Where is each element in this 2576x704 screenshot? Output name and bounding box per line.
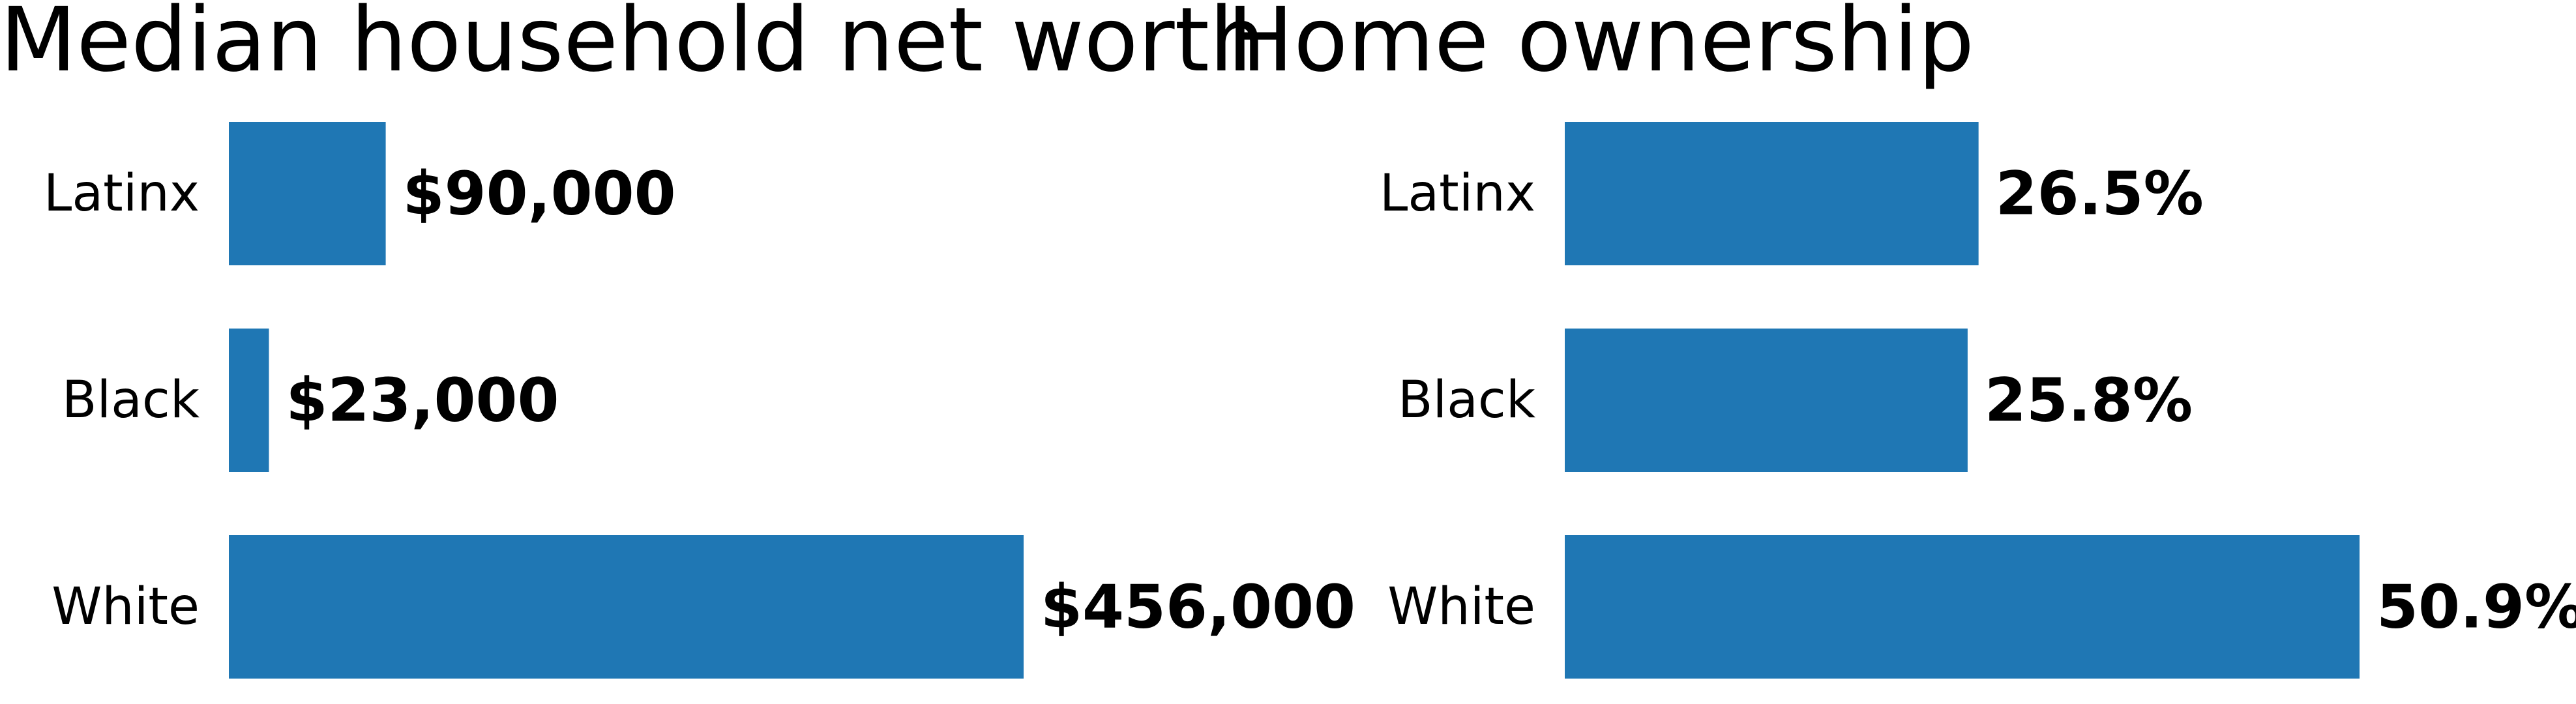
net-worth-value-label-latinx: $90,000 xyxy=(403,159,676,229)
net-worth-category-label-white: White xyxy=(52,578,200,636)
home-ownership-category-label-black: Black xyxy=(1398,371,1535,430)
home-ownership-value-label-white: 50.9% xyxy=(2376,572,2576,642)
net-worth-value-label-black: $23,000 xyxy=(286,366,559,435)
net-worth-bar-white xyxy=(229,535,1024,679)
net-worth-category-label-latinx: Latinx xyxy=(44,164,200,223)
home-ownership-category-label-white: White xyxy=(1387,578,1535,636)
home-ownership-bar-latinx xyxy=(1565,122,1979,265)
net-worth-chart: Median household net worth Latinx $90,000… xyxy=(0,0,1355,679)
home-ownership-category-label-latinx: Latinx xyxy=(1380,164,1535,223)
home-ownership-bars: Latinx 26.5% Black 25.8% White 50.9% xyxy=(1380,122,2576,679)
net-worth-category-label-black: Black xyxy=(62,371,200,430)
net-worth-value-label-white: $456,000 xyxy=(1041,572,1355,642)
home-ownership-chart-title: Home ownership xyxy=(1227,0,1974,92)
home-ownership-bar-white xyxy=(1565,535,2360,679)
net-worth-bars: Latinx $90,000 Black $23,000 White $456,000 xyxy=(44,122,1355,679)
home-ownership-value-label-black: 25.8% xyxy=(1985,366,2193,435)
home-ownership-chart: Home ownership Latinx 26.5% Black 25.8% Whit… xyxy=(1227,0,2576,679)
net-worth-bar-latinx xyxy=(229,122,386,265)
net-worth-chart-title: Median household net worth xyxy=(0,0,1266,92)
home-ownership-bar-black xyxy=(1565,329,1968,472)
home-ownership-value-label-latinx: 26.5% xyxy=(1996,159,2204,229)
net-worth-bar-black xyxy=(229,329,269,472)
